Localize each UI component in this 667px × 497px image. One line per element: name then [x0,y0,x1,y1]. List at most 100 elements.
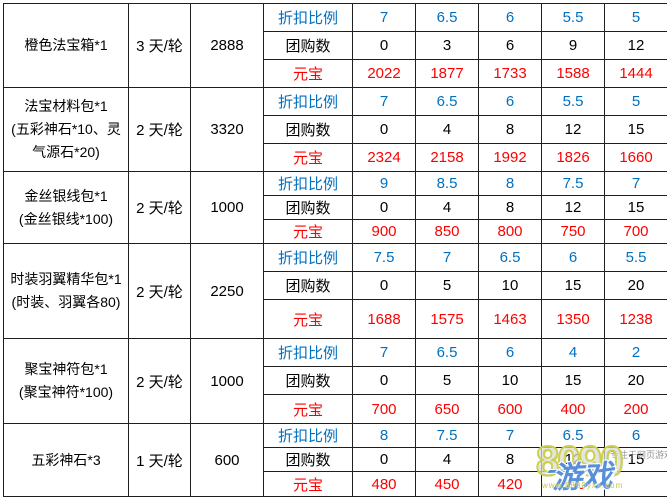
price-cell: 1000 [191,172,264,244]
discount-value: 6 [479,339,542,367]
yuanbao-label: 元宝 [264,60,353,88]
item-name: 聚宝神符包*1 [8,358,124,381]
discount-value: 7 [416,244,479,272]
group-count-value: 20 [605,367,667,395]
discount-value: 6.5 [416,339,479,367]
group-count-value: 5 [416,272,479,300]
yuanbao-value: 1238 [605,300,667,339]
yuanbao-value: 400 [542,395,605,424]
group-count-value: 10 [479,367,542,395]
discount-value: 6.5 [416,88,479,116]
yuanbao-value: 600 [479,395,542,424]
discount-value: 5.5 [605,244,667,272]
group-count-value: 3 [416,32,479,60]
group-buy-price-table: 橙色法宝箱*1 3 天/轮 2888 折扣比例 7 6.5 6 5.5 5 团购… [3,3,667,497]
discount-value: 6 [542,244,605,272]
item-block: 时装羽翼精华包*1 (时装、羽翼各80) 2 天/轮 2250 折扣比例 7.5… [4,244,667,339]
price-cell: 3320 [191,88,264,172]
discount-value: 7.5 [542,172,605,196]
group-count-value: 15 [542,367,605,395]
group-count-value: 0 [353,32,416,60]
discount-label: 折扣比例 [264,88,353,116]
discount-value: 6.5 [479,244,542,272]
discount-label: 折扣比例 [264,339,353,367]
yuanbao-value: 700 [353,395,416,424]
group-count-value: 0 [353,272,416,300]
discount-value: 8 [479,172,542,196]
group-count-label: 团购数 [264,196,353,220]
discount-value: 7 [353,339,416,367]
group-count-value: 4 [416,448,479,472]
discount-value: 5.5 [542,4,605,32]
group-count-value: 12 [542,116,605,144]
discount-value: 5 [605,4,667,32]
yuanbao-value: 800 [479,220,542,244]
cycle-cell: 2 天/轮 [129,244,191,339]
group-count-value: 12 [605,32,667,60]
yuanbao-value: 1733 [479,60,542,88]
item-name: 橙色法宝箱*1 [8,34,124,57]
group-count-value: 20 [605,272,667,300]
group-count-value: 15 [542,272,605,300]
item-name-cell: 法宝材料包*1 (五彩神石*10、灵气源石*20) [4,88,129,172]
discount-value: 6.5 [416,4,479,32]
yuanbao-value: 200 [605,395,667,424]
group-count-label: 团购数 [264,367,353,395]
yuanbao-value: 750 [542,220,605,244]
item-detail: (时装、羽翼各80) [8,291,124,314]
discount-value: 7 [479,424,542,448]
group-count-value: 15 [605,196,667,220]
discount-label: 折扣比例 [264,424,353,448]
group-count-value: 6 [479,32,542,60]
group-count-label: 团购数 [264,272,353,300]
price-cell: 2250 [191,244,264,339]
discount-label: 折扣比例 [264,244,353,272]
cycle-cell: 2 天/轮 [129,339,191,424]
cycle-cell: 2 天/轮 [129,88,191,172]
cycle-cell: 1 天/轮 [129,424,191,497]
yuanbao-value: 1877 [416,60,479,88]
yuanbao-value: 1350 [542,300,605,339]
yuanbao-value: 850 [416,220,479,244]
item-name: 金丝银线包*1 [8,185,124,208]
yuanbao-value: 1992 [479,144,542,172]
group-count-value: 0 [353,367,416,395]
group-count-value: 0 [353,196,416,220]
item-name: 五彩神石*3 [8,449,124,472]
yuanbao-value: 700 [605,220,667,244]
item-name-cell: 时装羽翼精华包*1 (时装、羽翼各80) [4,244,129,339]
discount-value: 6 [605,424,667,448]
price-cell: 600 [191,424,264,497]
yuanbao-label: 元宝 [264,395,353,424]
item-block: 法宝材料包*1 (五彩神石*10、灵气源石*20) 2 天/轮 3320 折扣比… [4,88,667,172]
cycle-cell: 2 天/轮 [129,172,191,244]
discount-value: 2 [605,339,667,367]
discount-value: 8 [353,424,416,448]
group-count-value: 12 [542,196,605,220]
item-detail: (聚宝神符*100) [8,381,124,404]
item-block: 聚宝神符包*1 (聚宝神符*100) 2 天/轮 1000 折扣比例 7 6.5… [4,339,667,424]
discount-value: 6 [479,4,542,32]
item-detail: (金丝银线*100) [8,208,124,231]
item-block: 金丝银线包*1 (金丝银线*100) 2 天/轮 1000 折扣比例 9 8.5… [4,172,667,244]
yuanbao-value: 1826 [542,144,605,172]
item-name: 法宝材料包*1 [8,95,124,118]
yuanbao-value: 1688 [353,300,416,339]
discount-value: 5.5 [542,88,605,116]
discount-value: 7.5 [353,244,416,272]
group-count-value: 4 [416,116,479,144]
discount-value: 6.5 [542,424,605,448]
group-count-value: 0 [353,448,416,472]
yuanbao-value: 1575 [416,300,479,339]
item-name-cell: 橙色法宝箱*1 [4,4,129,88]
group-count-label: 团购数 [264,116,353,144]
group-count-value: 8 [479,196,542,220]
discount-value: 7 [353,88,416,116]
group-count-label: 团购数 [264,32,353,60]
discount-value: 8.5 [416,172,479,196]
group-count-value: 15 [605,116,667,144]
group-count-value: 5 [416,367,479,395]
group-count-value: 0 [353,116,416,144]
discount-label: 折扣比例 [264,172,353,196]
discount-value: 7 [605,172,667,196]
